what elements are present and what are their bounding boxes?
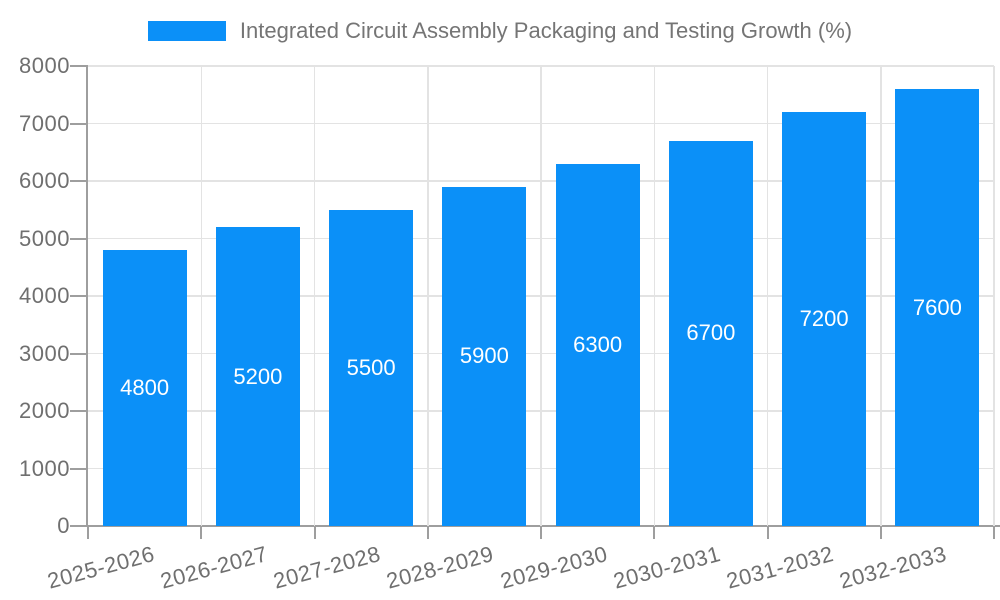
y-axis-tick [70, 467, 88, 470]
y-axis-label: 0 [57, 513, 70, 538]
v-gridline [200, 66, 202, 526]
y-axis-label: 3000 [19, 340, 70, 366]
y-axis-tick [70, 295, 88, 297]
v-gridline [880, 66, 882, 526]
y-axis-tick [70, 180, 88, 182]
y-axis-label: 1000 [19, 455, 70, 481]
bar-value-label: 6700 [686, 320, 736, 346]
bar-value-label: 5900 [459, 343, 509, 369]
bar-2028-2029[interactable]: 5900 [442, 186, 527, 526]
bar-value-label: 7200 [799, 306, 849, 331]
x-axis-tick [540, 526, 542, 539]
bar-2029-2030[interactable]: 6300 [555, 163, 640, 526]
bar-2030-2031[interactable]: 6700 [668, 140, 753, 526]
v-gridline [766, 66, 769, 526]
x-axis-tick [653, 526, 656, 539]
y-axis-label: 8000 [19, 53, 70, 78]
x-axis-line [88, 525, 1000, 527]
y-axis-tick [70, 525, 88, 527]
bar-value-label: 5500 [346, 354, 396, 380]
y-axis-tick [70, 352, 88, 355]
y-axis-tick [70, 122, 88, 125]
y-axis-tick [70, 410, 88, 412]
bar-value-label: 6300 [573, 331, 623, 357]
x-axis-tick [879, 526, 882, 539]
x-axis-tick [313, 526, 316, 539]
v-gridline [540, 66, 542, 526]
bar-2026-2027[interactable]: 5200 [215, 227, 300, 526]
x-axis-tick [87, 526, 89, 539]
v-gridline [313, 66, 316, 526]
y-axis-label: 6000 [19, 168, 70, 193]
bar-value-label: 5200 [233, 363, 283, 389]
legend-label: Integrated Circuit Assembly Packaging an… [239, 18, 853, 43]
legend[interactable]: Integrated Circuit Assembly Packaging an… [0, 18, 1000, 44]
bar-value-label: 7600 [912, 294, 962, 320]
x-axis-tick [200, 526, 203, 539]
y-axis-label: 2000 [19, 398, 70, 423]
legend-swatch-icon [147, 21, 226, 41]
y-axis-label: 7000 [19, 110, 70, 136]
x-axis-tick [766, 526, 769, 539]
v-gridline [653, 66, 655, 526]
plot-area: 4800 5200 5500 5900 6300 6700 7200 7600 [88, 65, 995, 526]
x-axis-tick [993, 526, 995, 539]
y-axis-tick [70, 237, 88, 240]
bar-2025-2026[interactable]: 4800 [102, 250, 187, 526]
y-axis-tick [70, 65, 88, 67]
bar-2032-2033[interactable]: 7600 [895, 89, 980, 526]
x-axis-tick [426, 526, 429, 539]
y-axis-label: 5000 [19, 225, 70, 251]
v-gridline [993, 66, 995, 526]
bar-value-label: 4800 [120, 375, 170, 400]
y-axis-label: 4000 [19, 283, 70, 308]
bar-2031-2032[interactable]: 7200 [782, 112, 867, 526]
bar-2027-2028[interactable]: 5500 [329, 209, 414, 526]
v-gridline [427, 66, 429, 526]
